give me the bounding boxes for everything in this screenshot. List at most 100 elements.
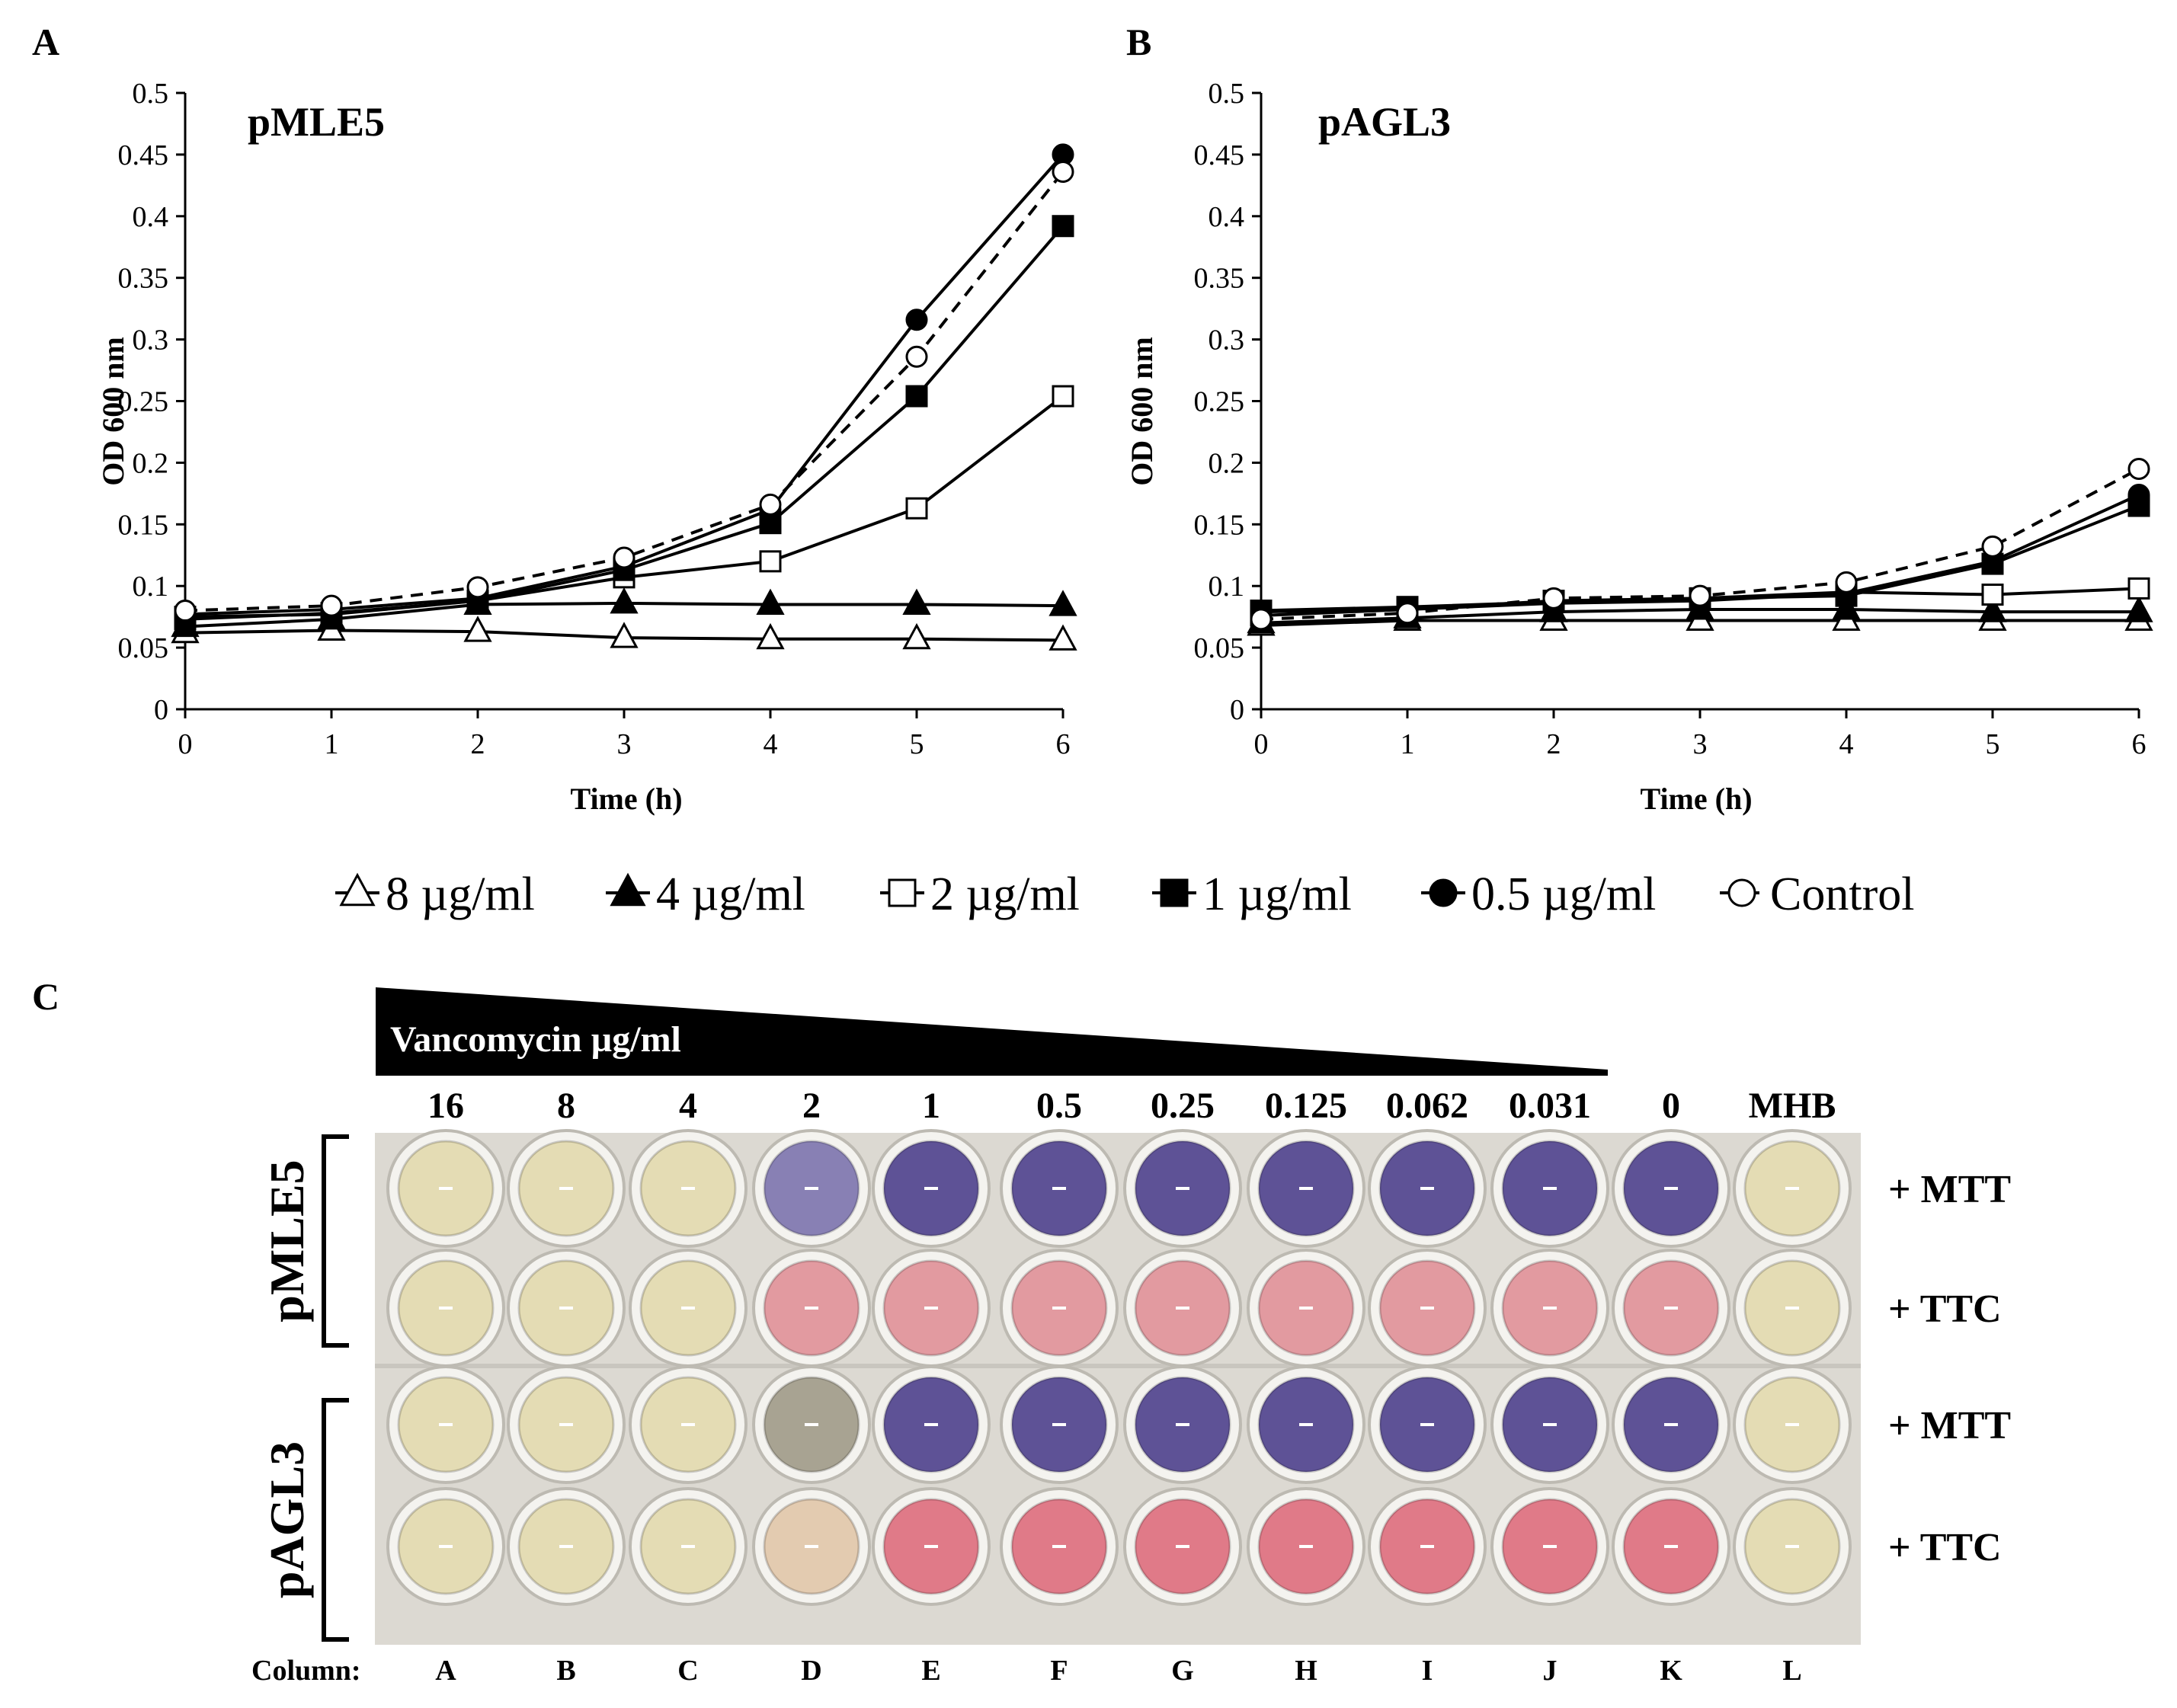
y-tick-label: 0.2 — [1209, 447, 1245, 479]
column-letter: G — [1171, 1655, 1194, 1687]
series-line — [184, 153, 1064, 616]
data-point — [905, 309, 928, 331]
concentration-label: 16 — [427, 1086, 464, 1126]
well-highlight — [1299, 1307, 1313, 1310]
x-tick-label: 6 — [1056, 728, 1071, 760]
well-highlight — [924, 1187, 938, 1190]
x-tick-label: 0 — [178, 728, 193, 760]
y-tick-label: 0.35 — [1194, 263, 1245, 295]
y-tick-label: 0.5 — [133, 78, 169, 110]
legend-label: 1 µg/ml — [1202, 868, 1352, 920]
vancomycin-gradient-wedge — [376, 987, 1608, 1076]
y-tick-label: 0.25 — [1194, 386, 1245, 418]
reagent-row-label: + MTT — [1888, 1168, 2011, 1211]
well-highlight — [805, 1307, 818, 1310]
x-tick-label: 4 — [764, 728, 778, 760]
data-point — [905, 345, 928, 368]
x-axis-title-b: Time (h) — [1640, 782, 1752, 816]
legend-label: 2 µg/ml — [930, 868, 1080, 920]
well-highlight — [1176, 1307, 1189, 1310]
legend-label: Control — [1770, 868, 1914, 920]
y-tick-label: 0.2 — [133, 447, 169, 479]
well-plate-panel: Vancomycin µg/ml 16 8 4 2 1 0.5 0.25 0.125 0.062 0… — [251, 987, 2011, 1687]
concentration-label: MHB — [1749, 1086, 1836, 1126]
x-tick-label: 2 — [1547, 728, 1561, 760]
concentration-label: 8 — [557, 1086, 575, 1126]
well-highlight — [681, 1545, 695, 1548]
chart-a: 0 0.05 0.1 0.15 0.2 0.25 0.3 0.35 0.4 0.45 0.5 0 1 2 3… — [118, 78, 1077, 760]
well-highlight — [1785, 1307, 1799, 1310]
data-point — [1835, 571, 1858, 593]
data-point — [610, 587, 639, 614]
data-point — [759, 550, 782, 573]
well-highlight — [439, 1423, 453, 1426]
concentration-label: 0.125 — [1265, 1086, 1347, 1126]
x-tick-label: 1 — [325, 728, 339, 760]
legend-marker — [888, 878, 917, 907]
y-axis-title-b: OD 600 nm — [1125, 337, 1159, 486]
y-tick-label: 0 — [1230, 694, 1244, 726]
concentration-label: 0.031 — [1509, 1086, 1591, 1126]
concentration-label: 0 — [1662, 1086, 1680, 1126]
legend-marker — [1727, 878, 1756, 907]
well-highlight — [805, 1423, 818, 1426]
data-point — [1396, 602, 1419, 625]
data-point — [2127, 577, 2150, 600]
well-highlight — [805, 1187, 818, 1190]
data-point — [1981, 535, 2004, 558]
data-point — [905, 497, 928, 520]
y-tick-label: 0.4 — [133, 201, 169, 233]
well-highlight — [924, 1307, 938, 1310]
well-highlight — [1299, 1423, 1313, 1426]
column-letter: J — [1543, 1655, 1558, 1687]
x-tick-label: 0 — [1254, 728, 1269, 760]
panel-letter-b: B — [1126, 21, 1151, 63]
data-point — [613, 546, 635, 569]
well-highlight — [1664, 1187, 1678, 1190]
data-point — [2124, 596, 2153, 622]
chart-title-a: pMLE5 — [248, 99, 385, 145]
well-highlight — [681, 1307, 695, 1310]
well-highlight — [1420, 1545, 1434, 1548]
column-prefix: Column: — [251, 1655, 361, 1687]
data-point — [1978, 596, 2007, 622]
y-tick-label: 0.45 — [118, 139, 169, 171]
x-tick-label: 6 — [2132, 728, 2147, 760]
x-tick-label: 3 — [617, 728, 632, 760]
vancomycin-label: Vancomycin µg/ml — [390, 1019, 681, 1060]
y-tick-label: 0.4 — [1209, 201, 1245, 233]
well-highlight — [1785, 1187, 1799, 1190]
well-highlight — [924, 1423, 938, 1426]
well-highlight — [805, 1545, 818, 1548]
y-tick-label: 0.25 — [118, 386, 169, 418]
well-highlight — [1052, 1545, 1066, 1548]
well-highlight — [1543, 1423, 1557, 1426]
data-point — [902, 622, 931, 650]
column-letter: D — [801, 1655, 821, 1687]
data-point — [1981, 584, 2004, 606]
x-axis-title-a: Time (h) — [570, 782, 682, 816]
column-letter: B — [556, 1655, 575, 1687]
plate-divider — [375, 1364, 1861, 1368]
data-point — [1542, 587, 1565, 609]
well-highlight — [681, 1423, 695, 1426]
data-point — [1689, 584, 1711, 607]
y-tick-label: 0.05 — [118, 632, 169, 664]
data-point — [1052, 385, 1074, 408]
well-highlight — [559, 1423, 573, 1426]
y-tick-label: 0.35 — [118, 263, 169, 295]
column-letter: I — [1422, 1655, 1433, 1687]
x-tick-label: 5 — [1986, 728, 2000, 760]
data-point — [174, 600, 197, 622]
x-tick-label: 5 — [910, 728, 924, 760]
data-point — [463, 616, 492, 642]
y-tick-label: 0.15 — [1194, 509, 1245, 541]
chart-b: 0 0.05 0.1 0.15 0.2 0.25 0.3 0.35 0.4 0.45 0.5 0 1 2 3… — [1194, 78, 2153, 760]
y-tick-label: 0.3 — [133, 325, 169, 357]
well-highlight — [1052, 1423, 1066, 1426]
concentration-label: 0.062 — [1386, 1086, 1468, 1126]
well-highlight — [1664, 1307, 1678, 1310]
well-highlight — [681, 1187, 695, 1190]
well-highlight — [1176, 1423, 1189, 1426]
reagent-row-label: + TTC — [1888, 1526, 2002, 1569]
